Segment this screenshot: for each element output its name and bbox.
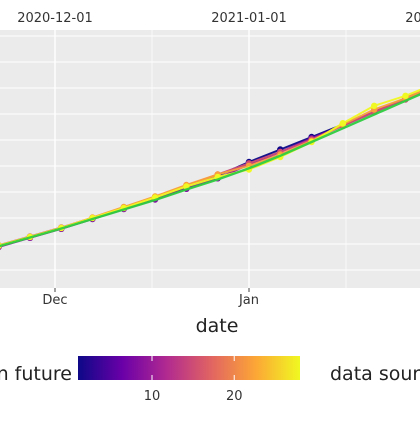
plot-panel xyxy=(0,30,420,288)
series-layer xyxy=(0,88,420,250)
data-source-legend-title: data source xyxy=(330,363,420,385)
reference-series-line xyxy=(0,93,420,248)
colorbar-ticks: 10 20 xyxy=(144,356,243,404)
top-tick-label: 2020-12-01 xyxy=(17,11,93,26)
top-tick-label: 2021-02-01 xyxy=(405,11,420,26)
bottom-tick-label: Dec xyxy=(42,293,67,308)
colorbar-tick-label: 10 xyxy=(144,389,161,404)
colorbar xyxy=(78,356,300,380)
colorbar-title: days in future xyxy=(0,363,72,385)
top-tick-label: 2021-01-01 xyxy=(211,11,287,26)
forecast-series-28-point xyxy=(339,120,347,127)
colorbar-tick-label: 20 xyxy=(226,389,243,404)
forecast-series-28-point xyxy=(402,92,409,100)
bottom-axis-ticks: Dec Jan xyxy=(42,288,259,308)
bottom-tick-label: Jan xyxy=(238,293,259,308)
top-axis-ticks: 2020-12-01 2021-01-01 2021-02-01 xyxy=(17,11,420,26)
x-axis-title: date xyxy=(196,315,239,337)
forecast-series-28-point xyxy=(371,102,378,110)
